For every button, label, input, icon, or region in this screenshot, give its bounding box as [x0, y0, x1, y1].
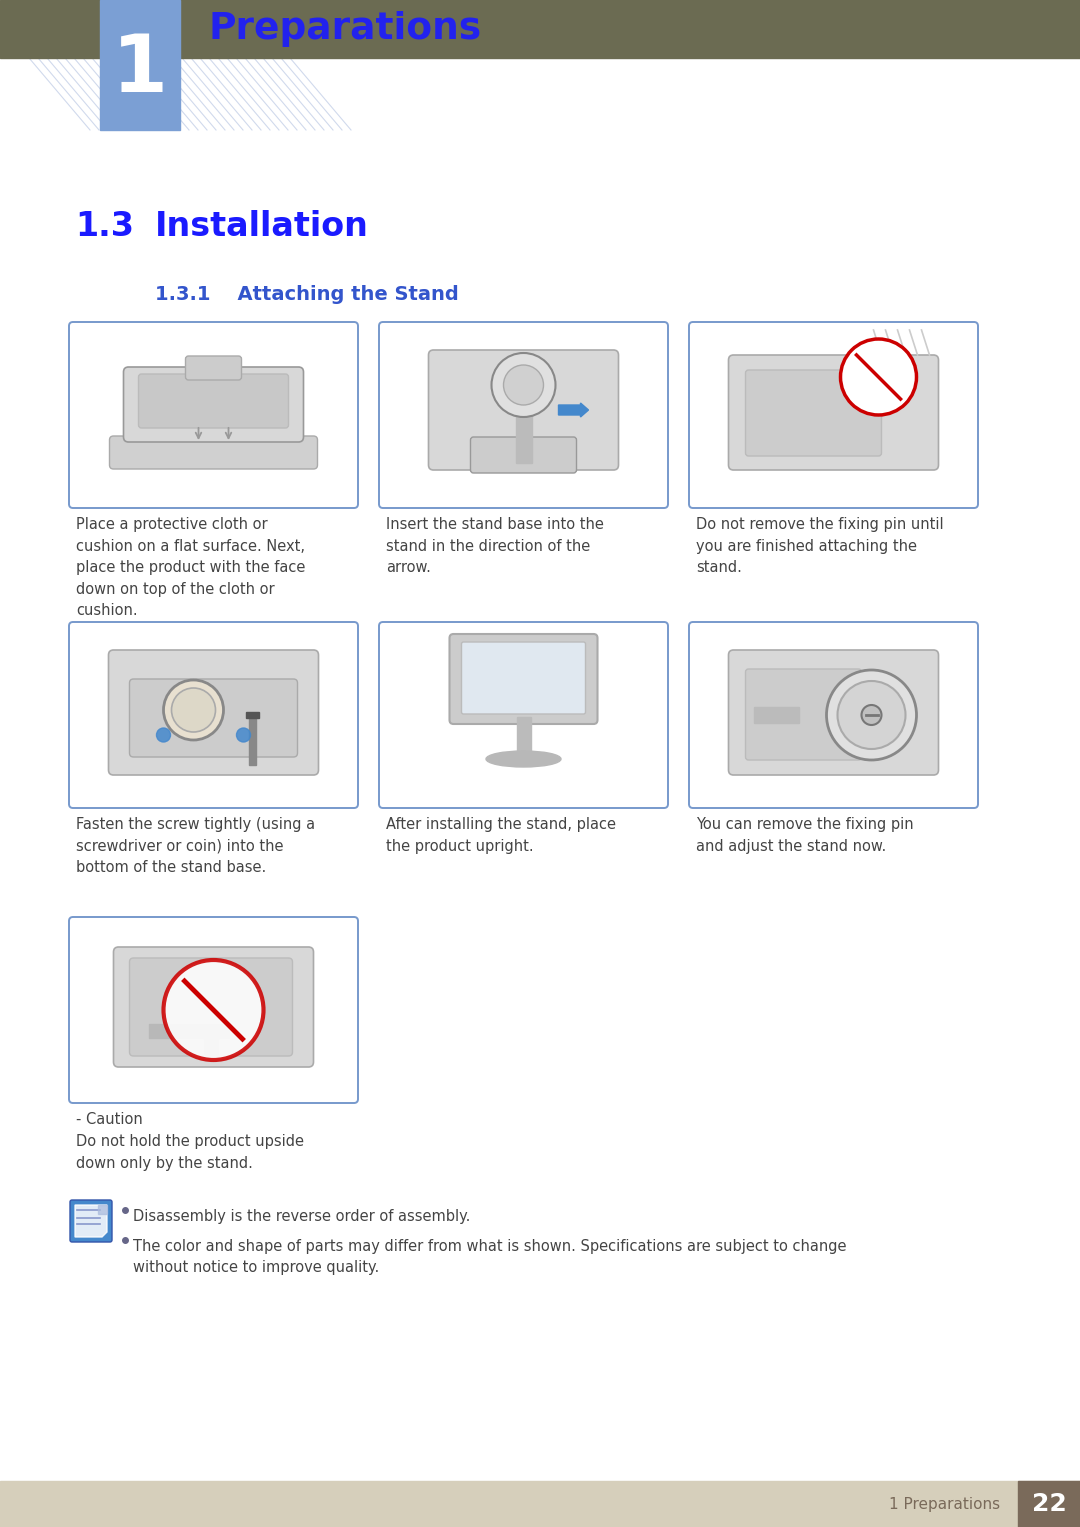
Polygon shape: [75, 1205, 107, 1237]
Bar: [245, 712, 258, 718]
FancyBboxPatch shape: [729, 354, 939, 470]
Circle shape: [237, 728, 251, 742]
Text: Insert the stand base into the
stand in the direction of the
arrow.: Insert the stand base into the stand in …: [386, 518, 604, 576]
Circle shape: [172, 689, 216, 731]
FancyBboxPatch shape: [429, 350, 619, 470]
Bar: [100, 0, 180, 130]
FancyBboxPatch shape: [729, 651, 939, 776]
FancyBboxPatch shape: [70, 1200, 112, 1241]
Bar: [0, 0, 1080, 58]
FancyBboxPatch shape: [745, 669, 862, 760]
Bar: [248, 715, 256, 765]
Circle shape: [826, 670, 917, 760]
Bar: [516, 718, 530, 757]
Text: Do not remove the fixing pin until
you are finished attaching the
stand.: Do not remove the fixing pin until you a…: [696, 518, 944, 576]
FancyBboxPatch shape: [123, 366, 303, 441]
Circle shape: [840, 339, 917, 415]
Text: Installation: Installation: [156, 211, 369, 243]
FancyBboxPatch shape: [449, 634, 597, 724]
FancyArrow shape: [558, 403, 589, 417]
Text: Preparations: Preparations: [208, 11, 481, 47]
FancyBboxPatch shape: [130, 957, 293, 1057]
Circle shape: [157, 728, 171, 742]
FancyBboxPatch shape: [471, 437, 577, 473]
Text: 22: 22: [1031, 1492, 1066, 1516]
Bar: [1018, 1481, 1080, 1527]
Text: 1: 1: [112, 31, 168, 108]
Polygon shape: [98, 1205, 107, 1214]
Text: The color and shape of parts may differ from what is shown. Specifications are s: The color and shape of parts may differ …: [133, 1238, 847, 1275]
FancyBboxPatch shape: [745, 370, 881, 457]
FancyBboxPatch shape: [130, 680, 297, 757]
FancyBboxPatch shape: [689, 322, 978, 508]
Text: 1.3: 1.3: [75, 211, 134, 243]
FancyBboxPatch shape: [108, 651, 319, 776]
FancyBboxPatch shape: [113, 947, 313, 1067]
Text: Place a protective cloth or
cushion on a flat surface. Next,
place the product w: Place a protective cloth or cushion on a…: [76, 518, 306, 618]
Circle shape: [163, 960, 264, 1060]
Ellipse shape: [486, 751, 561, 767]
FancyBboxPatch shape: [69, 918, 357, 1102]
Text: Do not hold the product upside
down only by the stand.: Do not hold the product upside down only…: [76, 1135, 303, 1171]
FancyBboxPatch shape: [379, 322, 669, 508]
FancyBboxPatch shape: [69, 322, 357, 508]
Text: 1 Preparations: 1 Preparations: [889, 1496, 1000, 1512]
FancyBboxPatch shape: [461, 641, 585, 715]
Text: You can remove the fixing pin
and adjust the stand now.: You can remove the fixing pin and adjust…: [696, 817, 914, 854]
FancyBboxPatch shape: [186, 356, 242, 380]
Text: After installing the stand, place
the product upright.: After installing the stand, place the pr…: [386, 817, 616, 854]
FancyBboxPatch shape: [69, 621, 357, 808]
Circle shape: [837, 681, 905, 750]
FancyBboxPatch shape: [379, 621, 669, 808]
Bar: [754, 707, 798, 722]
Circle shape: [163, 680, 224, 741]
Text: Disassembly is the reverse order of assembly.: Disassembly is the reverse order of asse…: [133, 1209, 471, 1225]
Text: 1.3.1    Attaching the Stand: 1.3.1 Attaching the Stand: [156, 286, 459, 304]
Text: - Caution: - Caution: [76, 1112, 143, 1127]
Bar: [515, 368, 531, 463]
FancyBboxPatch shape: [138, 374, 288, 428]
Circle shape: [862, 705, 881, 725]
Circle shape: [503, 365, 543, 405]
Circle shape: [491, 353, 555, 417]
Bar: [0, 1481, 1080, 1527]
FancyBboxPatch shape: [109, 437, 318, 469]
FancyBboxPatch shape: [689, 621, 978, 808]
Text: Fasten the screw tightly (using a
screwdriver or coin) into the
bottom of the st: Fasten the screw tightly (using a screwd…: [76, 817, 315, 875]
Bar: [149, 1025, 229, 1038]
Bar: [203, 1034, 217, 1054]
